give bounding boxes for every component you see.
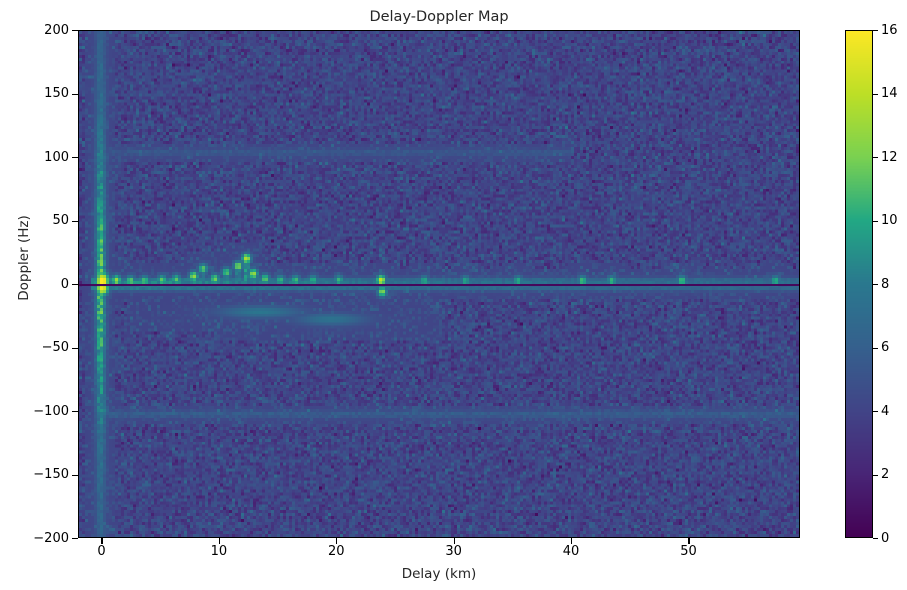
colorbar-tick-mark: [873, 474, 878, 476]
colorbar-tick-mark: [873, 284, 878, 286]
x-tick-mark: [218, 538, 220, 544]
colorbar-tick-mark: [873, 538, 878, 540]
y-tick-mark: [72, 538, 78, 540]
x-tick-label: 10: [210, 544, 228, 559]
y-tick-mark: [72, 474, 78, 476]
x-tick-mark: [336, 538, 338, 544]
colorbar-tick-label: 2: [881, 467, 890, 482]
y-tick-mark: [72, 93, 78, 95]
x-tick-label: 30: [445, 544, 462, 559]
y-tick-mark: [72, 411, 78, 413]
x-tick-mark: [571, 538, 573, 544]
y-tick-label: 50: [52, 213, 69, 228]
y-tick-mark: [72, 347, 78, 349]
y-tick-label: 100: [44, 149, 69, 165]
x-tick-mark: [453, 538, 455, 544]
y-tick-mark: [72, 220, 78, 222]
y-tick-mark: [72, 157, 78, 159]
colorbar-tick-label: 6: [881, 340, 890, 355]
x-tick-label: 40: [562, 544, 580, 559]
colorbar-tick-mark: [873, 93, 878, 95]
y-tick-mark: [72, 284, 78, 286]
colorbar-tick-mark: [873, 30, 878, 32]
colorbar-tick-mark: [873, 347, 878, 349]
colorbar-tick-label: 16: [881, 22, 898, 38]
colorbar-tick-mark: [873, 411, 878, 413]
colorbar-tick-label: 4: [881, 403, 890, 419]
colorbar-tick-label: 10: [881, 213, 898, 228]
colorbar-tick-label: 0: [881, 530, 890, 546]
colorbar-tick-label: 14: [881, 86, 898, 101]
x-tick-label: 50: [680, 544, 697, 559]
colorbar[interactable]: [845, 30, 873, 538]
colorbar-tick-label: 8: [881, 276, 890, 292]
y-tick-label: −200: [33, 530, 69, 546]
y-tick-label: −150: [33, 467, 69, 482]
y-tick-label: −100: [33, 403, 69, 419]
x-tick-mark: [688, 538, 690, 544]
y-tick-label: −50: [41, 340, 69, 355]
x-tick-mark: [101, 538, 103, 544]
y-tick-label: 150: [44, 86, 69, 101]
y-tick-mark: [72, 30, 78, 32]
y-axis-label: Doppler (Hz): [16, 215, 32, 301]
heatmap-image: [79, 31, 799, 537]
colorbar-gradient: [845, 30, 873, 538]
x-tick-label: 20: [327, 544, 345, 559]
x-axis-label: Delay (km): [401, 566, 477, 582]
y-tick-label: 200: [44, 22, 69, 38]
delay-doppler-heatmap-axes[interactable]: [78, 30, 800, 538]
page-title: Delay-Doppler Map: [369, 9, 509, 25]
colorbar-tick-label: 12: [881, 149, 898, 165]
x-tick-label: 0: [97, 544, 106, 559]
colorbar-tick-mark: [873, 220, 878, 222]
y-axis-tick-labels: −200 −150 −100 −50 0 50 100 150 200: [0, 0, 69, 590]
colorbar-tick-mark: [873, 157, 878, 159]
y-tick-label: 0: [60, 276, 69, 292]
